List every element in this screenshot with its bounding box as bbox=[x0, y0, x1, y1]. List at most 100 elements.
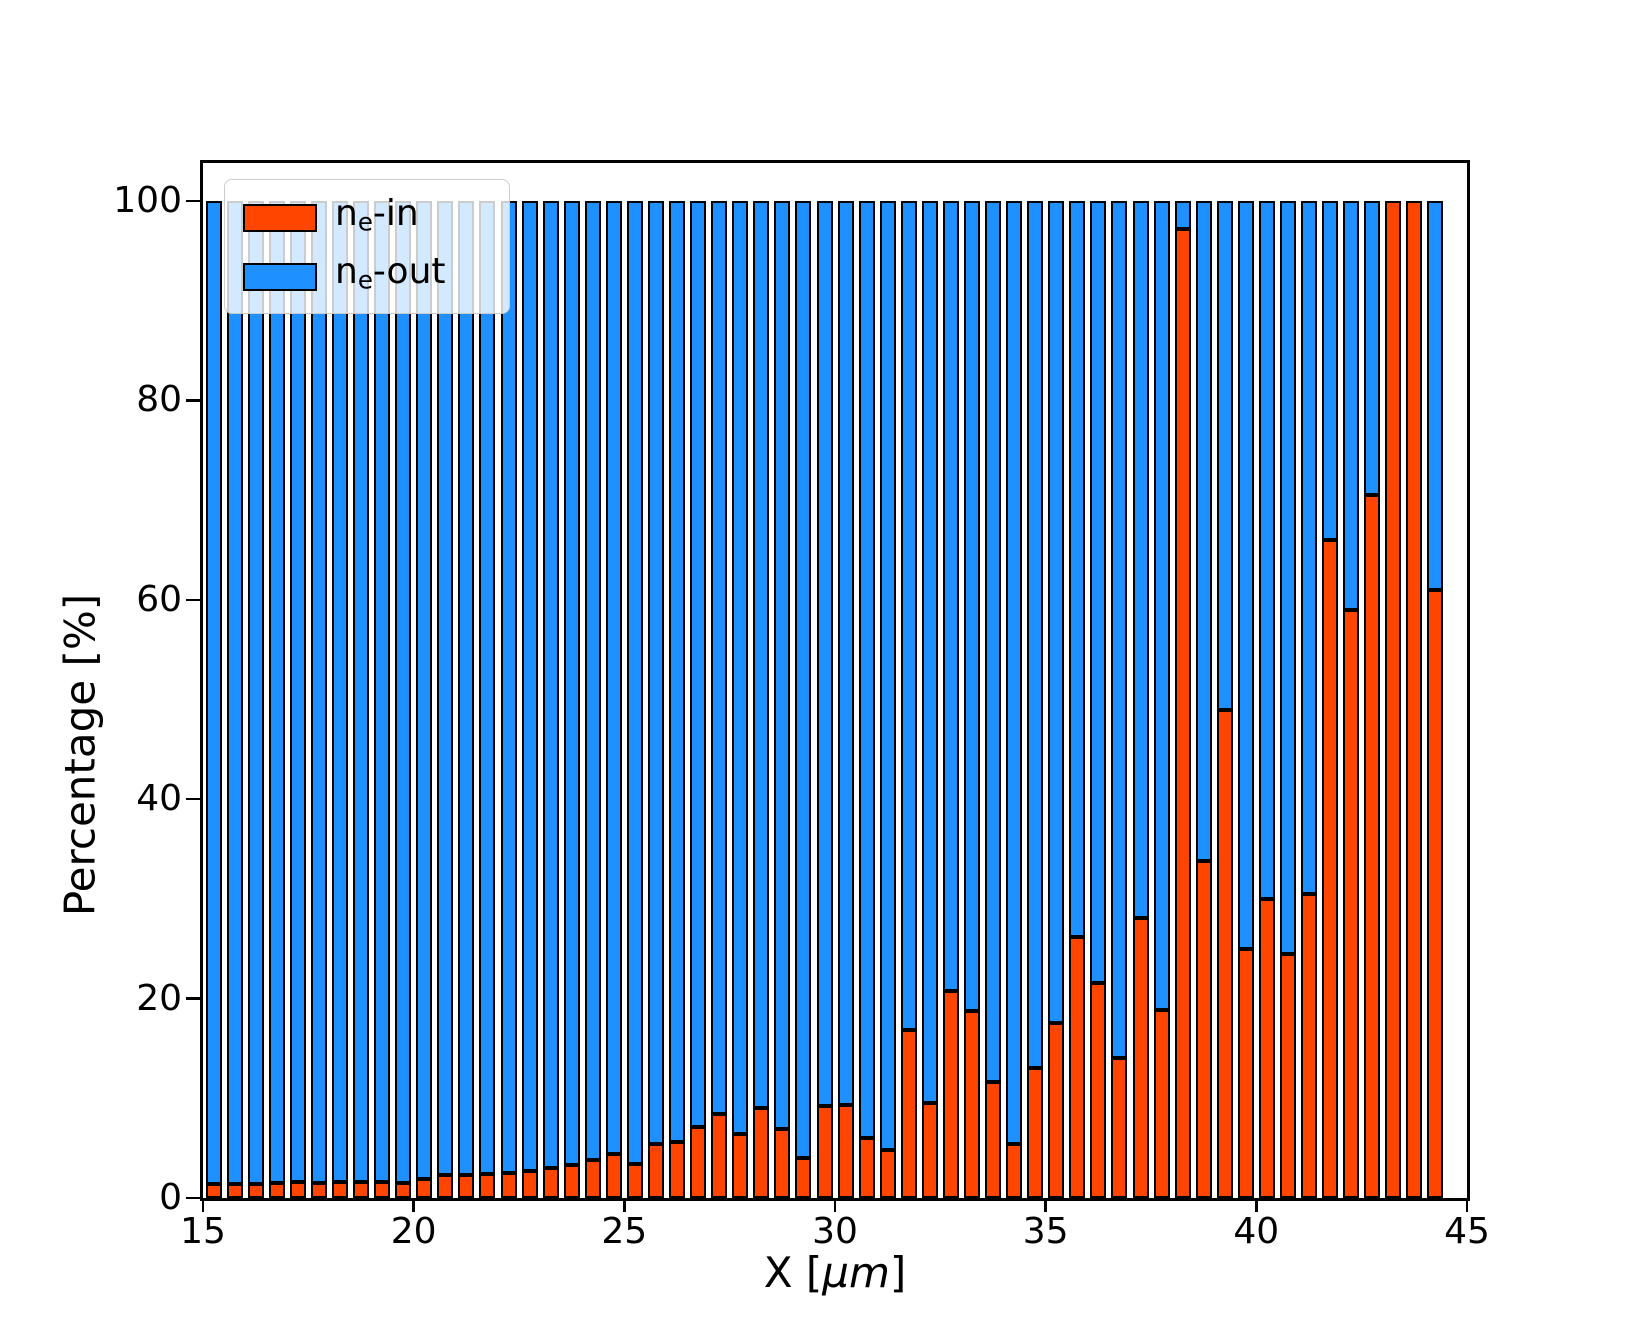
bar-ne-in-segment bbox=[1406, 200, 1423, 1198]
y-tick-label: 80 bbox=[136, 379, 182, 421]
bar-ne-in-segment bbox=[647, 1144, 664, 1198]
bar-ne-in-segment bbox=[1258, 898, 1275, 1198]
bar-ne-in-segment bbox=[416, 1179, 433, 1198]
bar-ne-out-segment bbox=[584, 200, 601, 1161]
bar-ne-in-segment bbox=[226, 1184, 243, 1198]
bar-ne-in-segment bbox=[1048, 1022, 1065, 1198]
bar-ne-in-segment bbox=[353, 1182, 369, 1198]
x-axis-tick bbox=[201, 1198, 205, 1212]
bar-ne-out-segment bbox=[353, 200, 369, 1182]
bar-ne-in-segment bbox=[437, 1175, 454, 1198]
bar-ne-out-segment bbox=[416, 200, 433, 1180]
bar-ne-out-segment bbox=[268, 200, 285, 1183]
x-tick-label: 45 bbox=[1444, 1211, 1490, 1252]
bar-ne-in-segment bbox=[458, 1175, 475, 1198]
bar-ne-out-segment bbox=[1153, 200, 1170, 1010]
bar-ne-out-segment bbox=[1301, 200, 1317, 894]
legend-label-ne-out: ne-out bbox=[335, 251, 446, 295]
bar-ne-in-segment bbox=[879, 1150, 896, 1198]
bar-ne-in-segment bbox=[521, 1171, 538, 1198]
bar-ne-in-segment bbox=[479, 1174, 496, 1198]
bar-ne-in-segment bbox=[584, 1160, 601, 1198]
y-tick-label: 40 bbox=[136, 778, 182, 820]
bar-ne-out-segment bbox=[647, 200, 664, 1145]
bar-ne-in-segment bbox=[500, 1173, 517, 1198]
bar-ne-out-segment bbox=[289, 200, 306, 1182]
x-axis-tick bbox=[623, 1198, 626, 1212]
bar-ne-in-segment bbox=[1069, 936, 1086, 1198]
bar-ne-in-segment bbox=[289, 1182, 306, 1198]
ne-out-color-swatch bbox=[243, 262, 317, 291]
bar-ne-out-segment bbox=[331, 200, 348, 1182]
bar-ne-out-segment bbox=[1111, 200, 1128, 1059]
bar-ne-in-segment bbox=[711, 1114, 728, 1198]
y-axis-tick bbox=[186, 399, 200, 402]
bar-ne-in-segment bbox=[900, 1029, 917, 1198]
bar-ne-in-segment bbox=[942, 990, 959, 1198]
bar-ne-in-segment bbox=[1427, 589, 1444, 1198]
x-axis-tick bbox=[1044, 1198, 1047, 1212]
bar-ne-out-segment bbox=[458, 200, 475, 1176]
bar-ne-in-segment bbox=[816, 1106, 833, 1198]
bar-ne-out-segment bbox=[1216, 200, 1233, 711]
bar-ne-in-segment bbox=[395, 1183, 412, 1198]
bar-ne-out-segment bbox=[521, 200, 538, 1172]
bar-ne-out-segment bbox=[542, 200, 559, 1169]
bar-ne-in-segment bbox=[1385, 200, 1402, 1198]
x-tick-label: 35 bbox=[1022, 1211, 1069, 1252]
bar-ne-out-segment bbox=[1258, 200, 1275, 899]
legend: ne-in ne-out bbox=[224, 179, 510, 314]
bar-ne-in-segment bbox=[774, 1129, 791, 1198]
bar-ne-out-segment bbox=[1364, 200, 1381, 495]
bar-ne-out-segment bbox=[395, 200, 412, 1183]
bar-ne-out-segment bbox=[1069, 200, 1086, 937]
plot-frame: ne-in ne-out bbox=[200, 160, 1470, 1201]
bar-ne-in-segment bbox=[1364, 495, 1381, 1198]
bar-ne-in-segment bbox=[1174, 228, 1191, 1198]
bar-ne-out-segment bbox=[605, 200, 622, 1155]
bar-ne-out-segment bbox=[690, 200, 707, 1128]
x-tick-label: 30 bbox=[812, 1211, 858, 1252]
bar-ne-in-segment bbox=[310, 1183, 327, 1198]
x-tick-label: 40 bbox=[1233, 1211, 1280, 1252]
bar-ne-in-segment bbox=[837, 1105, 854, 1198]
bar-ne-in-segment bbox=[1279, 953, 1296, 1198]
bar-ne-in-segment bbox=[1153, 1009, 1170, 1198]
bar-ne-out-segment bbox=[985, 200, 1001, 1083]
x-axis-tick bbox=[833, 1198, 837, 1212]
bar-ne-in-segment bbox=[605, 1154, 622, 1198]
bar-ne-out-segment bbox=[500, 200, 517, 1174]
bar-ne-out-segment bbox=[816, 200, 833, 1107]
bar-ne-out-segment bbox=[1237, 200, 1254, 949]
bar-ne-in-segment bbox=[963, 1010, 980, 1198]
bar-ne-in-segment bbox=[732, 1134, 749, 1198]
x-tick-label: 15 bbox=[180, 1211, 226, 1252]
bar-ne-out-segment bbox=[774, 200, 791, 1130]
bar-ne-in-segment bbox=[753, 1108, 770, 1198]
legend-entry-ne-out: ne-out bbox=[243, 254, 509, 298]
bar-ne-out-segment bbox=[753, 200, 770, 1109]
bar-ne-out-segment bbox=[669, 200, 685, 1143]
bar-ne-out-segment bbox=[479, 200, 496, 1175]
bar-ne-out-segment bbox=[1427, 200, 1444, 590]
legend-label-ne-in: ne-in bbox=[335, 193, 419, 237]
bar-ne-in-segment bbox=[268, 1183, 285, 1198]
bar-ne-out-segment bbox=[1322, 200, 1339, 540]
bar-ne-in-segment bbox=[247, 1184, 264, 1198]
bar-ne-in-segment bbox=[331, 1182, 348, 1198]
x-axis-tick bbox=[1255, 1198, 1258, 1212]
y-axis-tick bbox=[186, 1196, 200, 1200]
y-axis-tick bbox=[186, 997, 200, 1000]
legend-entry-ne-in: ne-in bbox=[243, 196, 509, 240]
bar-ne-out-segment bbox=[1090, 200, 1107, 983]
bar-ne-in-segment bbox=[205, 1184, 222, 1198]
bar-ne-in-segment bbox=[1195, 861, 1212, 1198]
bar-ne-in-segment bbox=[690, 1127, 707, 1198]
bar-ne-out-segment bbox=[1195, 200, 1212, 861]
bar-ne-out-segment bbox=[247, 200, 264, 1184]
bar-ne-in-segment bbox=[1237, 948, 1254, 1198]
bar-ne-in-segment bbox=[542, 1168, 559, 1198]
x-axis-tick bbox=[412, 1198, 415, 1212]
bar-ne-out-segment bbox=[374, 200, 391, 1182]
